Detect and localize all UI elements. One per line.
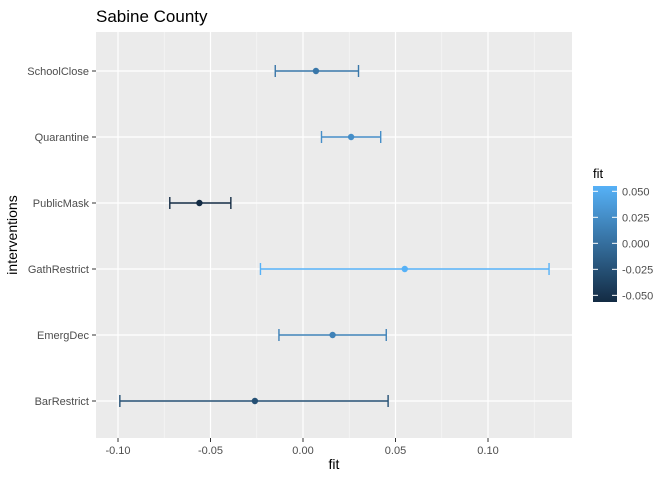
y-tick-label: GathRestrict — [28, 264, 89, 276]
point-estimate — [251, 397, 259, 405]
x-tick-label: 0.00 — [292, 445, 313, 457]
chart-title: Sabine County — [96, 7, 208, 26]
x-axis-ticks: -0.10 -0.05 0.00 0.05 0.10 — [105, 438, 499, 457]
point-estimate — [329, 331, 336, 339]
x-tick-label: 0.05 — [385, 445, 406, 457]
legend-colorbar — [593, 186, 617, 302]
x-axis-title: fit — [329, 456, 340, 472]
data-marks — [119, 65, 550, 407]
legend-label: 0.025 — [622, 212, 650, 224]
x-tick-label: -0.05 — [198, 445, 223, 457]
plot-panel — [96, 32, 572, 438]
legend-label: -0.025 — [622, 264, 653, 276]
y-tick-label: EmergDec — [37, 330, 89, 342]
point-estimate — [312, 67, 320, 75]
y-tick-label: SchoolClose — [27, 66, 89, 78]
y-axis-title: interventions — [4, 195, 20, 274]
y-axis-ticks: SchoolClose Quarantine PublicMask GathRestr… — [27, 66, 96, 408]
x-tick-label: 0.10 — [477, 445, 498, 457]
legend-label: -0.050 — [622, 290, 653, 302]
minor-gridlines — [163, 32, 535, 438]
point-estimate — [196, 199, 203, 207]
point-estimate — [401, 265, 408, 273]
y-tick-label: PublicMask — [33, 198, 90, 210]
y-tick-label: Quarantine — [35, 132, 89, 144]
x-tick-label: -0.10 — [105, 445, 130, 457]
y-tick-label: BarRestrict — [35, 396, 89, 408]
point-estimate — [347, 133, 355, 141]
legend-label: 0.050 — [622, 186, 650, 198]
legend: fit 0.050 0.025 0.000 -0.025 -0.050 — [593, 166, 653, 302]
legend-label: 0.000 — [622, 238, 650, 250]
legend-title: fit — [593, 166, 604, 181]
legend-ticks: 0.050 0.025 0.000 -0.025 -0.050 — [593, 186, 653, 302]
